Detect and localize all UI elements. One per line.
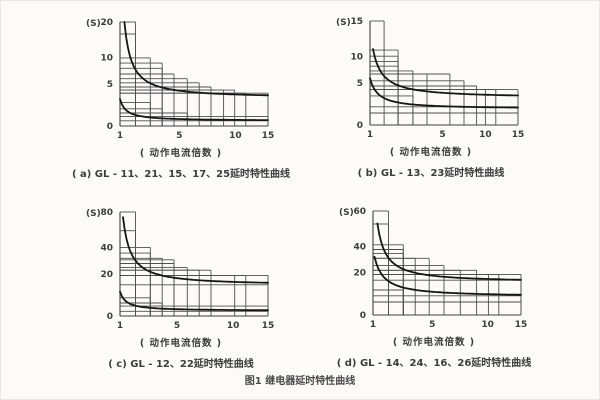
chart-caption-d: ( d) GL - 14、24、16、26延时特性曲线 <box>336 358 532 369</box>
y-tick-label: 40 <box>100 243 113 253</box>
lower-limit-curve <box>373 255 522 296</box>
x-tick-label: 1 <box>117 131 123 141</box>
upper-limit-curve <box>372 48 519 97</box>
y-tick-label: 60 <box>353 207 366 217</box>
x-tick-label: 5 <box>176 131 182 141</box>
chart-panel-d: 0 20 40 60 1 5 10 15 (S) ( 动作电流倍数 ) ( d) GL - 14… <box>309 195 559 373</box>
y-unit-label: (S) <box>336 18 351 28</box>
y-tick-label: 5 <box>357 79 363 89</box>
x-tick-label: 10 <box>229 131 242 141</box>
y-tick-label: 0 <box>360 311 366 321</box>
chart-caption-b: ( b) GL - 13、23延时特性曲线 <box>357 168 505 179</box>
x-tick-label: 5 <box>439 130 445 140</box>
y-tick-label: 0 <box>357 121 363 131</box>
x-tick-label: 15 <box>515 320 528 330</box>
x-tick-label: 10 <box>481 320 494 330</box>
lower-limit-curve <box>119 98 269 121</box>
x-axis-label-b: ( 动作电流倍数 ) <box>389 147 473 158</box>
upper-limit-curve <box>122 216 269 284</box>
chart-caption-a: ( a) GL - 11、21、15、17、25延时特性曲线 <box>71 169 291 180</box>
lower-limit-curve <box>119 290 269 312</box>
y-tick-label: 0 <box>107 312 113 322</box>
upper-limit-curve <box>123 21 269 97</box>
chart-panel-c: 0 20 40 80 1 5 10 15 (S) ( 动作电流倍数 ) ( c) GL - 12… <box>56 196 306 374</box>
x-tick-label: 1 <box>117 321 123 331</box>
y-tick-label: 80 <box>100 208 113 218</box>
y-tick-label: 20 <box>100 270 113 280</box>
y-unit-label: (S) <box>86 19 101 29</box>
chart-caption-c: ( c) GL - 12、22延时特性曲线 <box>108 359 254 370</box>
x-tick-label: 10 <box>227 321 240 331</box>
y-tick-label: 10 <box>100 53 113 63</box>
y-tick-label: 10 <box>350 52 363 62</box>
x-axis-label-c: ( 动作电流倍数 ) <box>139 338 223 349</box>
y-tick-label: 20 <box>100 18 113 28</box>
upper-limit-curve <box>376 222 522 281</box>
x-tick-label: 15 <box>262 321 275 331</box>
y-tick-label: 20 <box>353 268 366 278</box>
x-axis-label-a: ( 动作电流倍数 ) <box>139 148 223 159</box>
y-tick-label: 0 <box>107 122 113 132</box>
chart-panel-a: 0 5 10 20 1 5 10 15 (S) ( 动作电流倍数 ) ( a) GL - 11、… <box>56 6 306 184</box>
y-unit-label: (S) <box>86 209 101 219</box>
x-tick-label: 1 <box>370 320 376 330</box>
y-tick-label: 15 <box>350 17 363 27</box>
x-tick-label: 5 <box>429 320 435 330</box>
x-tick-label: 5 <box>174 321 180 331</box>
figure-caption: 图1 继电器延时特性曲线 <box>244 376 356 387</box>
y-unit-label: (S) <box>339 208 354 218</box>
x-axis-label-d: ( 动作电流倍数 ) <box>392 337 476 348</box>
x-tick-label: 15 <box>512 130 525 140</box>
lower-limit-curve <box>369 77 519 109</box>
chart-panel-b: 0 5 10 15 1 5 10 15 (S) ( 动作电流倍数 ) ( b) GL - 13、… <box>306 5 556 183</box>
y-tick-label: 5 <box>107 80 113 90</box>
y-tick-label: 40 <box>353 242 366 252</box>
x-tick-label: 15 <box>262 131 275 141</box>
x-tick-label: 10 <box>479 130 492 140</box>
x-tick-label: 1 <box>367 130 373 140</box>
